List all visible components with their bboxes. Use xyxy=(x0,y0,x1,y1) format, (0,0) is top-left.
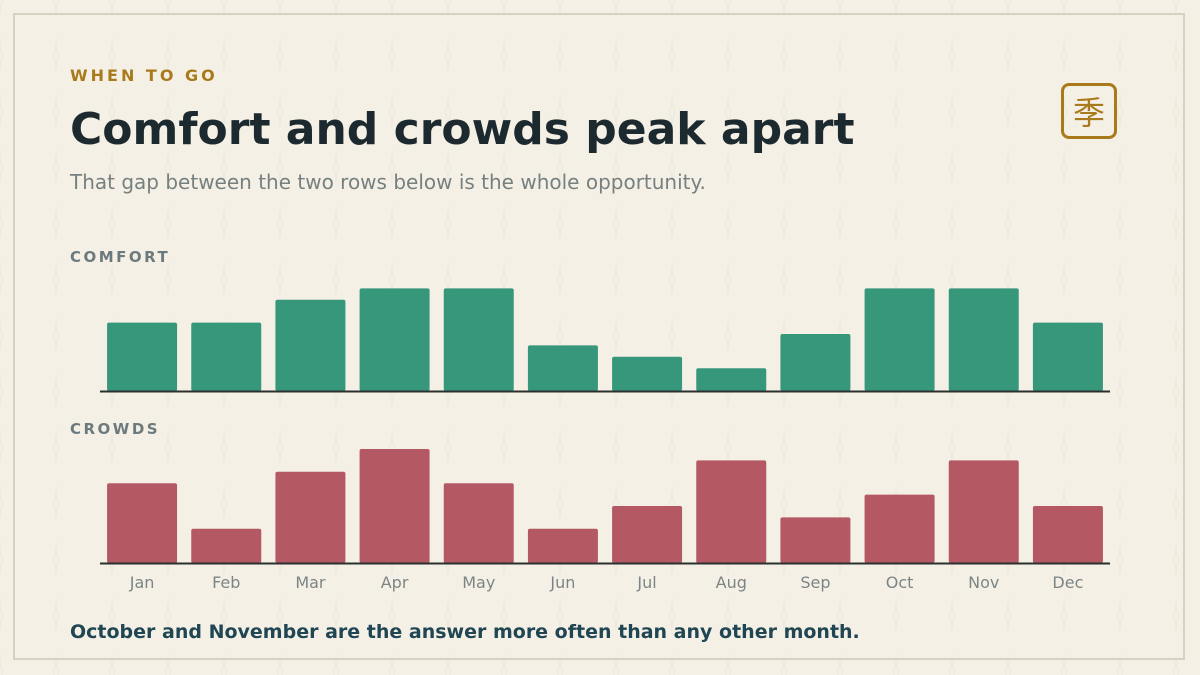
season-seal-icon: 季 xyxy=(1061,83,1117,139)
takeaway-text: October and November are the answer more… xyxy=(70,621,860,643)
border-frame xyxy=(13,13,1185,660)
page-title: Comfort and crowds peak apart xyxy=(70,104,855,155)
eyebrow-label: WHEN TO GO xyxy=(70,66,218,85)
comfort-bar-nov xyxy=(948,288,1019,391)
comfort-bar-sep xyxy=(780,334,851,391)
crowds-bar-sep xyxy=(780,517,851,563)
month-tick-label: Feb xyxy=(212,573,240,592)
comfort-bar-dec xyxy=(1032,322,1103,391)
crowds-bar-aug xyxy=(696,460,767,563)
crowds-bar-feb xyxy=(191,528,262,563)
month-tick-label: May xyxy=(462,573,495,592)
comfort-bar-aug xyxy=(696,368,767,391)
comfort-bar-jun xyxy=(527,345,598,391)
crowds-bar-oct xyxy=(864,494,935,563)
month-tick-label: Aug xyxy=(716,573,747,592)
month-tick-label: Dec xyxy=(1052,573,1083,592)
crowds-bar-dec xyxy=(1032,506,1103,563)
crowds-bar-jun xyxy=(527,528,598,563)
comfort-bar-jul xyxy=(612,356,683,391)
comfort-bar-may xyxy=(443,288,514,391)
crowds-row-label: CROWDS xyxy=(70,420,161,438)
crowds-bar-nov xyxy=(948,460,1019,563)
crowds-bar-jul xyxy=(612,506,683,563)
crowds-bar-apr xyxy=(359,449,430,563)
crowds-bar-jan xyxy=(107,483,178,563)
month-tick-label: Jan xyxy=(129,573,155,592)
page-subtitle: That gap between the two rows below is t… xyxy=(70,170,706,194)
month-tick-label: Mar xyxy=(295,573,326,592)
month-tick-label: Oct xyxy=(886,573,914,592)
comfort-bar-feb xyxy=(191,322,262,391)
month-tick-label: Jun xyxy=(549,573,575,592)
comfort-bar-jan xyxy=(107,322,178,391)
month-tick-label: Jul xyxy=(636,573,656,592)
comfort-row-label: COMFORT xyxy=(70,248,171,266)
crowds-bar-may xyxy=(443,483,514,563)
month-tick-label: Nov xyxy=(968,573,999,592)
comfort-bar-oct xyxy=(864,288,935,391)
month-tick-label: Apr xyxy=(381,573,409,592)
crowds-bar-mar xyxy=(275,471,346,563)
month-tick-label: Sep xyxy=(800,573,830,592)
comfort-bar-mar xyxy=(275,299,346,391)
comfort-bar-apr xyxy=(359,288,430,391)
